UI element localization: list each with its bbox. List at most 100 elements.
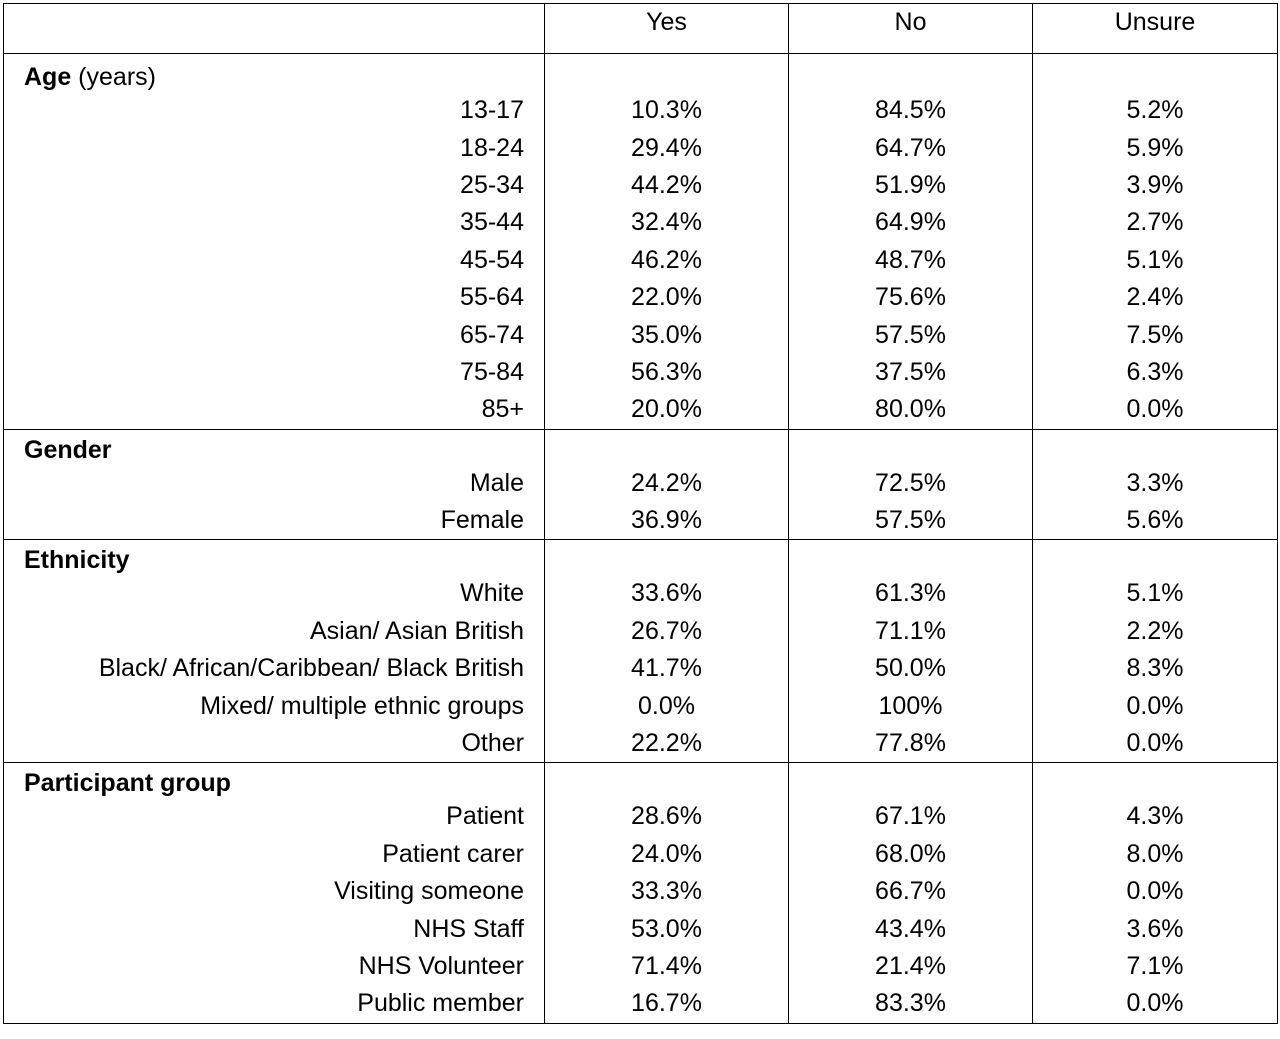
- cell-yes: 56.3%: [544, 353, 789, 392]
- row-label: Other: [3, 724, 545, 764]
- row-label: 75-84: [3, 353, 545, 392]
- table-row: Other 22.2% 77.8% 0.0%: [3, 724, 1278, 764]
- cell-no: 80.0%: [788, 391, 1033, 430]
- cell-unsure: 5.2%: [1032, 92, 1278, 130]
- cell-yes: 71.4%: [544, 947, 789, 986]
- table-row: 18-24 29.4% 64.7% 5.9%: [3, 129, 1278, 167]
- row-label: Asian/ Asian British: [3, 612, 545, 651]
- group-header-row: Age (years): [3, 53, 1278, 92]
- header-no: No: [788, 3, 1033, 54]
- cell-unsure: 4.3%: [1032, 798, 1278, 836]
- cell-yes: 24.2%: [544, 464, 789, 502]
- cell-no: 64.9%: [788, 204, 1033, 242]
- row-label: Patient carer: [3, 835, 545, 874]
- table-row: 13-17 10.3% 84.5% 5.2%: [3, 92, 1278, 130]
- group-header-empty-cell: [1032, 429, 1278, 465]
- cell-yes: 0.0%: [544, 687, 789, 725]
- row-label: Male: [3, 464, 545, 502]
- group-header-empty-cell: [544, 53, 789, 92]
- cell-no: 21.4%: [788, 947, 1033, 986]
- cell-unsure: 8.0%: [1032, 835, 1278, 874]
- cell-yes: 24.0%: [544, 835, 789, 874]
- header-unsure: Unsure: [1032, 3, 1278, 54]
- group-title-cell: Ethnicity: [3, 539, 545, 576]
- cell-no: 68.0%: [788, 835, 1033, 874]
- cell-no: 67.1%: [788, 798, 1033, 836]
- cell-yes: 22.0%: [544, 278, 789, 317]
- cell-no: 66.7%: [788, 873, 1033, 911]
- header-yes: Yes: [544, 3, 789, 54]
- cell-unsure: 0.0%: [1032, 873, 1278, 911]
- cell-yes: 46.2%: [544, 241, 789, 279]
- cell-yes: 22.2%: [544, 724, 789, 764]
- cell-no: 61.3%: [788, 575, 1033, 613]
- group-header-empty-cell: [788, 539, 1033, 576]
- table-row: 65-74 35.0% 57.5% 7.5%: [3, 316, 1278, 354]
- cell-no: 48.7%: [788, 241, 1033, 279]
- table-row: 35-44 32.4% 64.9% 2.7%: [3, 204, 1278, 242]
- cell-yes: 33.6%: [544, 575, 789, 613]
- cell-no: 57.5%: [788, 316, 1033, 354]
- cell-unsure: 7.5%: [1032, 316, 1278, 354]
- cell-yes: 33.3%: [544, 873, 789, 911]
- cell-unsure: 2.4%: [1032, 278, 1278, 317]
- table-row: 55-64 22.0% 75.6% 2.4%: [3, 278, 1278, 317]
- cell-unsure: 0.0%: [1032, 391, 1278, 430]
- row-label: Public member: [3, 985, 545, 1024]
- cell-unsure: 8.3%: [1032, 650, 1278, 688]
- survey-results-table: Yes No Unsure Age (years) 13-17 10.3% 84.5%…: [3, 3, 1278, 1024]
- header-row: Yes No Unsure: [3, 3, 1278, 54]
- cell-no: 75.6%: [788, 278, 1033, 317]
- table-row: 45-54 46.2% 48.7% 5.1%: [3, 241, 1278, 279]
- cell-unsure: 5.1%: [1032, 241, 1278, 279]
- cell-no: 51.9%: [788, 166, 1033, 205]
- group-title: Age: [24, 63, 72, 91]
- cell-unsure: 0.0%: [1032, 985, 1278, 1024]
- table-row: 25-34 44.2% 51.9% 3.9%: [3, 166, 1278, 205]
- cell-yes: 10.3%: [544, 92, 789, 130]
- group-header-empty-cell: [544, 762, 789, 799]
- cell-no: 37.5%: [788, 353, 1033, 392]
- row-label: White: [3, 575, 545, 613]
- group-header-empty-cell: [1032, 539, 1278, 576]
- group-header-empty-cell: [544, 539, 789, 576]
- table-row: Mixed/ multiple ethnic groups 0.0% 100% 0.0…: [3, 687, 1278, 725]
- cell-no: 57.5%: [788, 501, 1033, 541]
- cell-yes: 26.7%: [544, 612, 789, 651]
- group-header-row: Participant group: [3, 762, 1278, 799]
- cell-unsure: 5.6%: [1032, 501, 1278, 541]
- row-label: Female: [3, 501, 545, 541]
- cell-no: 83.3%: [788, 985, 1033, 1024]
- row-label: 45-54: [3, 241, 545, 279]
- table-row: Public member 16.7% 83.3% 0.0%: [3, 985, 1278, 1024]
- cell-no: 72.5%: [788, 464, 1033, 502]
- row-label: Mixed/ multiple ethnic groups: [3, 687, 545, 725]
- cell-yes: 44.2%: [544, 166, 789, 205]
- table-row: Patient carer 24.0% 68.0% 8.0%: [3, 835, 1278, 874]
- table-body: Age (years) 13-17 10.3% 84.5% 5.2% 18-24 29.4%…: [3, 53, 1278, 1024]
- cell-yes: 20.0%: [544, 391, 789, 430]
- cell-no: 100%: [788, 687, 1033, 725]
- cell-unsure: 3.6%: [1032, 910, 1278, 948]
- group-header-empty-cell: [1032, 762, 1278, 799]
- group-title-cell: Participant group: [3, 762, 545, 799]
- table-row: Patient 28.6% 67.1% 4.3%: [3, 798, 1278, 836]
- cell-unsure: 0.0%: [1032, 687, 1278, 725]
- group-header-empty-cell: [544, 429, 789, 465]
- cell-yes: 28.6%: [544, 798, 789, 836]
- group-header-empty-cell: [788, 429, 1033, 465]
- row-label: 13-17: [3, 92, 545, 130]
- row-label: Black/ African/Caribbean/ Black British: [3, 650, 545, 688]
- cell-no: 84.5%: [788, 92, 1033, 130]
- group-title: Participant group: [24, 769, 231, 798]
- table-row: Male 24.2% 72.5% 3.3%: [3, 464, 1278, 502]
- cell-no: 43.4%: [788, 910, 1033, 948]
- table-row: NHS Volunteer 71.4% 21.4% 7.1%: [3, 947, 1278, 986]
- row-label: NHS Staff: [3, 910, 545, 948]
- table-row: Visiting someone 33.3% 66.7% 0.0%: [3, 873, 1278, 911]
- group-title-cell: Age (years): [3, 53, 545, 92]
- row-label: 85+: [3, 391, 545, 430]
- table-row: NHS Staff 53.0% 43.4% 3.6%: [3, 910, 1278, 948]
- cell-no: 50.0%: [788, 650, 1033, 688]
- table-row: Female 36.9% 57.5% 5.6%: [3, 501, 1278, 541]
